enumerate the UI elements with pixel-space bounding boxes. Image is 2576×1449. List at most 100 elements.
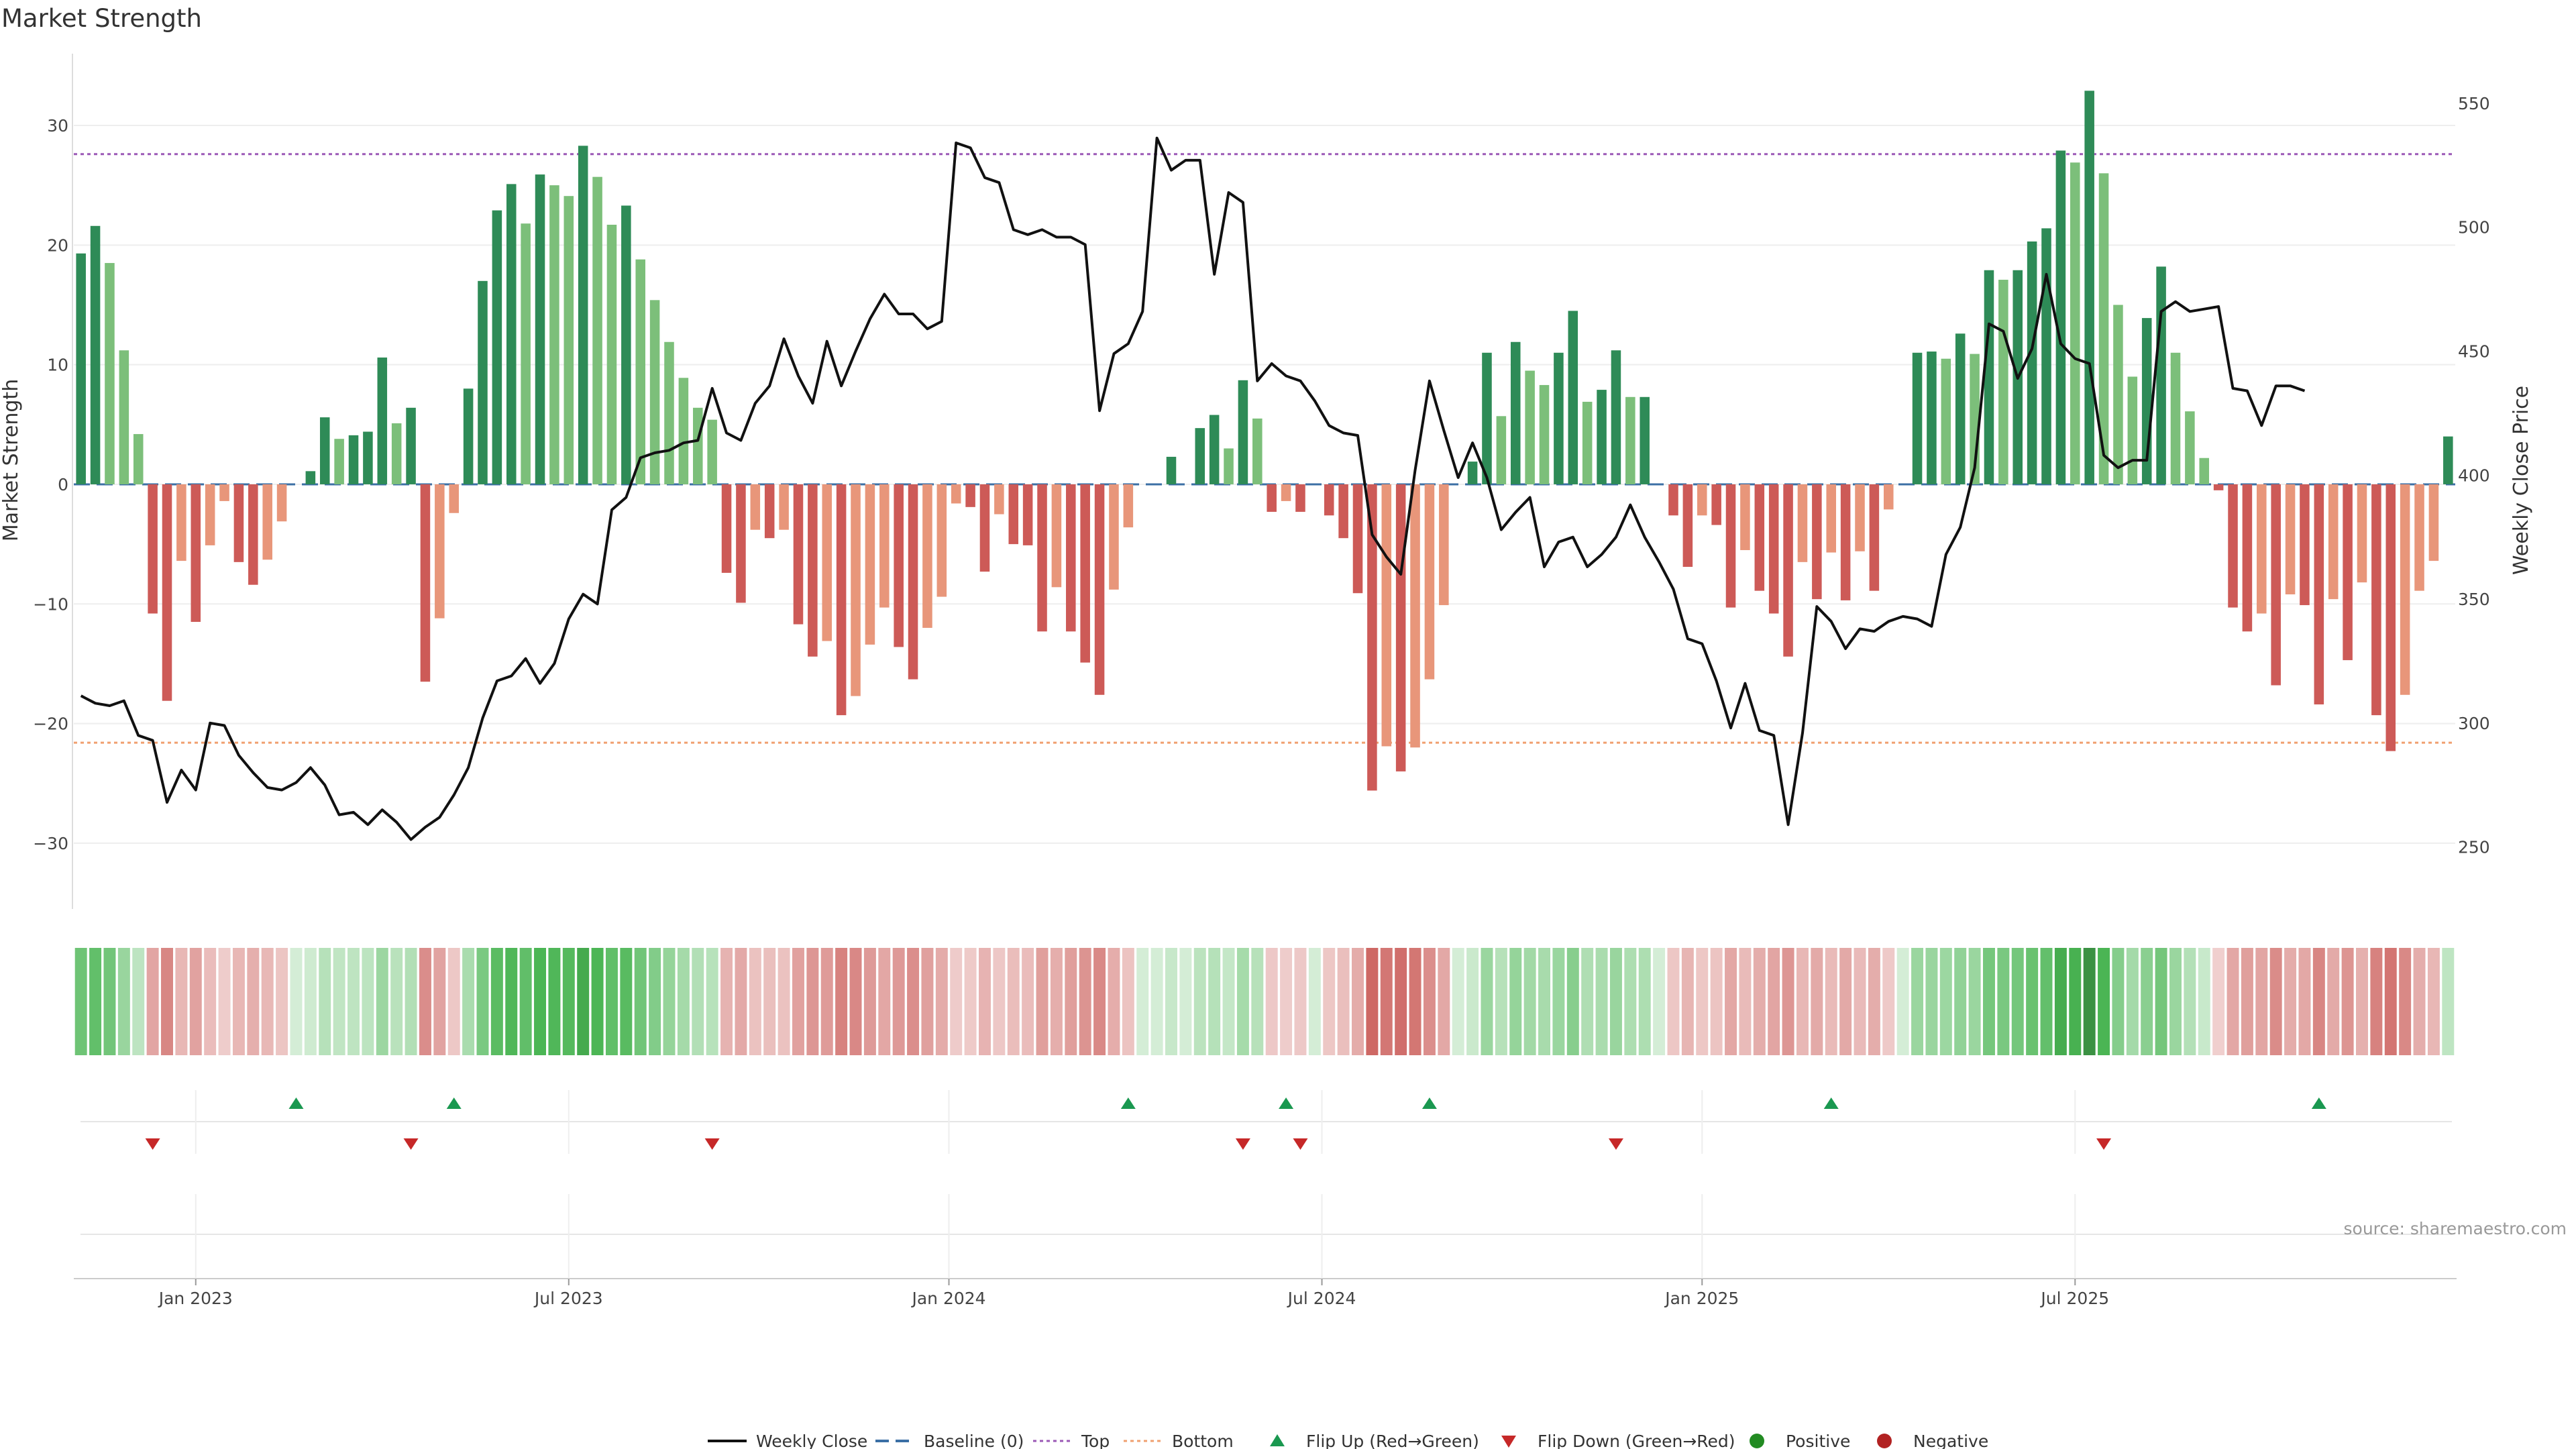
strength-bar: [1410, 484, 1420, 748]
heat-cell: [749, 948, 761, 1055]
heat-cell: [548, 948, 561, 1055]
x-tick-label: Jul 2025: [2039, 1289, 2109, 1308]
heat-cell: [1337, 948, 1350, 1055]
legend-item: Flip Up (Red→Green): [1270, 1432, 1479, 1449]
right-axis-label: Weekly Close Price: [2510, 386, 2533, 575]
flip-down-marker: [2096, 1138, 2112, 1150]
strength-bar: [305, 471, 316, 484]
heat-cell: [2098, 948, 2110, 1055]
heat-cell: [692, 948, 704, 1055]
legend-label: Negative: [1913, 1432, 1988, 1449]
strength-bar: [592, 176, 602, 484]
strength-bars: [76, 91, 2453, 791]
flip-up-marker: [1279, 1097, 1294, 1109]
strength-bar: [521, 223, 531, 484]
heat-cell: [1566, 948, 1579, 1055]
heat-cell: [1839, 948, 1852, 1055]
strength-bar: [276, 484, 287, 522]
heat-cell: [1108, 948, 1120, 1055]
heat-cell: [433, 948, 446, 1055]
chart-title: Market Strength: [1, 4, 202, 33]
strength-bar: [1482, 352, 1492, 484]
heat-cell: [1925, 948, 1938, 1055]
strength-bar: [248, 484, 258, 585]
strength-bar: [1439, 484, 1449, 606]
strength-bar: [606, 225, 617, 484]
heat-cell: [161, 948, 173, 1055]
heat-cell: [89, 948, 102, 1055]
strength-bar: [2113, 305, 2123, 484]
strength-bar: [334, 439, 344, 484]
strength-bar: [1625, 396, 1635, 484]
strength-bar: [1094, 484, 1105, 695]
strength-bar: [1022, 484, 1033, 545]
strength-bar: [262, 484, 272, 560]
heat-cell: [806, 948, 819, 1055]
x-tick-label: Jul 2023: [533, 1289, 603, 1308]
strength-bar: [1109, 484, 1119, 590]
left-tick-label: 30: [47, 116, 68, 136]
strength-bar: [2098, 173, 2109, 484]
heat-cell: [1667, 948, 1680, 1055]
strength-bar: [119, 350, 129, 484]
heat-cell: [1093, 948, 1106, 1055]
heat-cell: [74, 948, 87, 1055]
heat-cell: [2356, 948, 2368, 1055]
strength-bar: [2328, 484, 2339, 600]
heat-cell: [1523, 948, 1536, 1055]
heat-cell: [562, 948, 575, 1055]
legend-item: Positive: [1750, 1432, 1850, 1449]
strength-bar: [1367, 484, 1377, 791]
strength-bar: [205, 484, 215, 545]
strength-bar: [492, 210, 502, 484]
strength-bar: [822, 484, 833, 641]
heat-cell: [1595, 948, 1608, 1055]
strength-bar: [406, 407, 416, 484]
strength-bar: [635, 259, 645, 484]
strength-bar: [1338, 484, 1348, 539]
legend-item: Flip Down (Green→Red): [1501, 1432, 1735, 1449]
heat-cell: [2011, 948, 2024, 1055]
heat-cell: [2184, 948, 2196, 1055]
heat-cell: [950, 948, 963, 1055]
strength-bar: [1209, 415, 1220, 484]
legend-flip-down-icon: [1501, 1436, 1516, 1448]
strength-bar: [162, 484, 172, 701]
heat-cell: [1854, 948, 1866, 1055]
heat-cell: [1193, 948, 1206, 1055]
heat-cell: [1768, 948, 1780, 1055]
strength-bar: [1611, 350, 1621, 484]
strength-bar: [2127, 376, 2138, 484]
strength-bar: [1640, 396, 1650, 484]
strength-bar: [1352, 484, 1363, 594]
heat-cell: [132, 948, 145, 1055]
heat-cell: [2384, 948, 2397, 1055]
heat-cell: [1624, 948, 1637, 1055]
flip-down-marker: [1235, 1138, 1250, 1150]
heat-cell: [1036, 948, 1049, 1055]
heat-cell: [1438, 948, 1450, 1055]
strength-bar: [693, 407, 703, 484]
heat-cell: [2155, 948, 2167, 1055]
strength-bar: [1955, 333, 1966, 484]
strength-bar: [649, 300, 660, 484]
strength-bar: [2300, 484, 2310, 606]
heat-cell: [1609, 948, 1622, 1055]
heat-cell: [1452, 948, 1464, 1055]
heat-cell: [1165, 948, 1177, 1055]
heat-cell: [1380, 948, 1393, 1055]
strength-bar: [463, 388, 474, 484]
heat-cell: [1007, 948, 1020, 1055]
heat-cell: [2026, 948, 2039, 1055]
strength-bar: [2084, 91, 2094, 484]
strength-bar: [2257, 484, 2267, 614]
strength-bar: [2271, 484, 2281, 686]
strength-bar: [1682, 484, 1693, 567]
flip-up-marker: [288, 1097, 304, 1109]
strength-bar: [76, 253, 86, 484]
strength-bar: [2228, 484, 2238, 608]
heat-cell: [634, 948, 647, 1055]
heat-cell: [304, 948, 317, 1055]
heat-cell: [706, 948, 718, 1055]
heat-cell: [1968, 948, 1981, 1055]
